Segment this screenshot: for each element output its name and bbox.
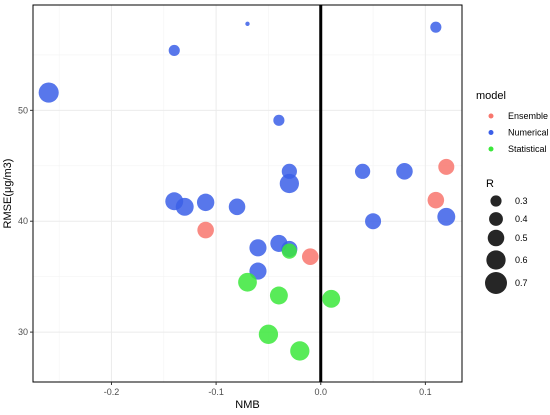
y-axis-title: RMSE(μg/m3) (2, 159, 14, 229)
data-point-statistical (269, 286, 288, 305)
x-axis-title: NMB (235, 399, 259, 411)
legend-model-swatch (488, 130, 494, 135)
data-point-numerical (175, 197, 194, 216)
x-tick-label: -0.2 (104, 387, 120, 397)
data-point-numerical (396, 163, 413, 180)
y-axis-ticks: 30 40 50 (18, 105, 33, 337)
data-point-numerical (430, 21, 442, 33)
legend-r-label: 0.5 (515, 233, 528, 243)
data-point-ensemble (427, 191, 445, 209)
y-tick-label: 30 (18, 327, 28, 337)
data-point-ensemble (197, 221, 214, 239)
legend-r-label: 0.7 (515, 278, 528, 288)
data-point-statistical (258, 324, 279, 344)
legend-model: model Ensemble Numerical Statistical (476, 90, 549, 154)
data-point-statistical (281, 243, 297, 259)
x-tick-label: -0.1 (208, 387, 224, 397)
x-tick-label: 0.1 (419, 387, 432, 397)
data-point-numerical (437, 207, 456, 226)
legend-r-swatch (487, 229, 505, 247)
legend-r-swatch (490, 195, 502, 207)
legend-r-label: 0.3 (515, 196, 528, 206)
legend-r-swatch (486, 250, 506, 270)
data-point-numerical (249, 239, 267, 257)
data-point-statistical (238, 272, 257, 292)
legend-model-title: model (476, 90, 506, 102)
legend-model-label: Ensemble (508, 111, 548, 121)
data-point-numerical (279, 173, 299, 194)
legend-model-label: Numerical (508, 128, 549, 138)
y-tick-label: 50 (18, 105, 28, 115)
legend-r: R 0.3 0.4 0.5 0.6 0.7 (485, 178, 528, 294)
legend-r-swatch (489, 212, 503, 226)
data-point-statistical (290, 341, 310, 361)
y-tick-label: 40 (18, 216, 28, 226)
data-point-numerical (38, 82, 59, 103)
legend-r-swatch (485, 272, 507, 294)
data-points (38, 21, 456, 361)
x-axis-ticks: -0.2 -0.1 0.0 0.1 (104, 382, 432, 397)
legend-model-swatch (488, 146, 494, 152)
data-point-ensemble (438, 158, 455, 175)
data-point-numerical (354, 163, 371, 179)
data-point-numerical (168, 44, 180, 57)
legend-r-label: 0.6 (515, 255, 528, 265)
legend-r-label: 0.4 (515, 214, 528, 224)
legend-r-title: R (486, 178, 494, 190)
data-point-numerical (196, 193, 215, 212)
data-point-numerical (365, 213, 382, 230)
legend-model-swatch (488, 113, 494, 119)
data-point-numerical (228, 198, 246, 216)
x-tick-label: 0.0 (314, 387, 327, 397)
legend-model-label: Statistical (508, 144, 547, 154)
data-point-numerical (245, 21, 250, 27)
data-point-numerical (273, 114, 285, 126)
data-point-statistical (322, 289, 341, 308)
data-point-ensemble (301, 248, 319, 265)
plot-panel-border (32, 4, 463, 383)
